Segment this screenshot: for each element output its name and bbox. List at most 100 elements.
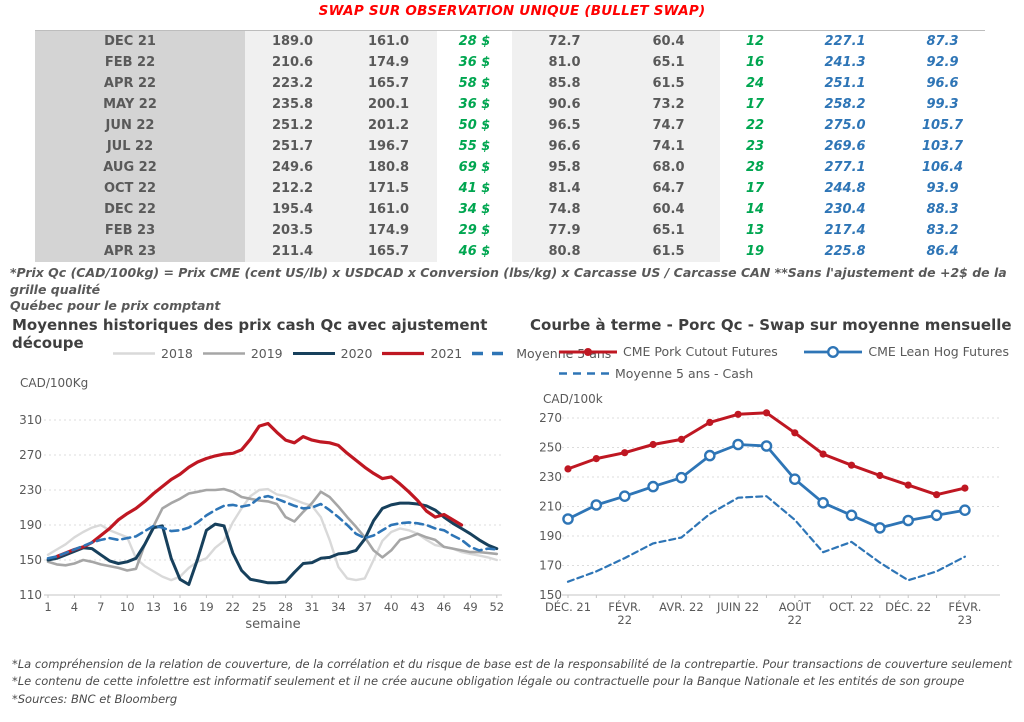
legend-item-2020: 2020 <box>292 346 373 361</box>
x-tick-label: JUIN 22 <box>716 600 759 614</box>
legend-label: CME Lean Hog Futures <box>868 344 1009 359</box>
table-value-cell: 19 <box>745 244 765 259</box>
data-point-marker <box>845 509 858 522</box>
legend-dashed-line-icon <box>472 351 511 356</box>
left-chart-title: Moyennes historiques des prix cash Qc av… <box>12 316 488 352</box>
x-axis-label: semaine <box>245 617 300 632</box>
table-value-cell: 235.8 <box>245 94 340 115</box>
table-month-cell: DEC 22 <box>35 199 245 220</box>
swap-table: DEC 21 189.0 161.0 28 $72.7 60.4 12 227.1 87.3 F… <box>35 30 985 262</box>
table-value-cell: 161.0 <box>340 199 437 220</box>
table-month-cell: AUG 22 <box>35 157 245 178</box>
legend-line-circle-icon <box>804 345 863 358</box>
table-value-cell: 74.8 <box>512 199 617 220</box>
table-value-cell: 258.2 <box>824 97 866 112</box>
data-point-marker <box>902 514 915 527</box>
table-month-cell: APR 22 <box>35 73 245 94</box>
x-tick-label: 22 <box>787 613 802 627</box>
table-value-cell: 201.2 <box>340 115 437 136</box>
x-tick-label: 43 <box>410 600 425 614</box>
table-value-cell: 180.8 <box>340 157 437 178</box>
table-value-cell: 174.9 <box>340 220 437 241</box>
table-value-cell: 203.5 <box>245 220 340 241</box>
table-value-cell: 23 <box>745 139 765 154</box>
table-value-cell: 88.3 <box>926 202 959 217</box>
legend-item-2018: 2018 <box>112 346 193 361</box>
x-tick-label: 28 <box>278 600 293 614</box>
table-value-cell: 61.5 <box>617 73 720 94</box>
y-tick-label: 230 <box>19 483 42 497</box>
data-point-marker <box>706 418 714 426</box>
series-line <box>566 495 966 583</box>
x-tick-label: AOÛT <box>779 599 812 614</box>
y-tick-label: 230 <box>539 470 562 484</box>
table-value-cell: 251.7 <box>245 136 340 157</box>
table-value-cell: 230.4 <box>824 202 866 217</box>
table-value-cell: 81.0 <box>512 52 617 73</box>
table-value-cell: 73.2 <box>617 94 720 115</box>
table-value-cell: 69 $ <box>458 160 491 175</box>
y-tick-label: 110 <box>19 588 42 602</box>
y-tick-label: 270 <box>19 448 42 462</box>
table-value-cell: 65.1 <box>617 52 720 73</box>
x-tick-label: DÉC. 21 <box>545 599 591 614</box>
right-chart-y-unit: CAD/100k <box>543 392 603 406</box>
data-point-marker <box>791 429 799 437</box>
x-tick-label: 25 <box>252 600 267 614</box>
table-value-cell: 61.5 <box>617 241 720 262</box>
data-point-marker <box>961 484 969 492</box>
right-chart-title: Courbe à terme - Porc Qc - Swap sur moye… <box>530 316 1012 334</box>
table-month-cell: MAY 22 <box>35 94 245 115</box>
x-tick-label: 7 <box>97 600 104 614</box>
table-value-cell: 174.9 <box>340 52 437 73</box>
series-line <box>46 501 499 586</box>
data-point-marker <box>760 440 773 452</box>
y-tick-label: 190 <box>19 518 42 532</box>
table-month-cell: FEB 23 <box>35 220 245 241</box>
table-value-cell: 65.1 <box>617 220 720 241</box>
legend-line-2019-icon <box>202 352 245 355</box>
table-value-cell: 14 <box>745 202 765 217</box>
data-point-marker <box>647 480 659 493</box>
data-point-marker <box>562 513 574 525</box>
table-value-cell: 217.4 <box>824 223 866 238</box>
table-value-cell: 68.0 <box>617 157 720 178</box>
right-chart-legend: CME Pork Cutout Futures CME Lean Hog Fut… <box>558 344 1018 388</box>
data-point-marker <box>564 465 572 473</box>
table-month-cell: JUN 22 <box>35 115 245 136</box>
table-value-cell: 277.1 <box>824 160 866 175</box>
legend-label: 2020 <box>340 346 373 361</box>
table-value-cell: 22 <box>745 118 765 133</box>
data-point-marker <box>621 449 629 457</box>
table-value-cell: 227.1 <box>824 34 866 49</box>
data-point-marker <box>876 471 884 480</box>
x-tick-label: 1 <box>44 600 51 614</box>
table-value-cell: 60.4 <box>617 31 720 52</box>
x-tick-label: 23 <box>958 613 973 627</box>
legend-line-2020-icon <box>292 352 335 355</box>
left-chart-legend: 2018 2019 2020 2021 Moyenne 5 ans <box>112 346 620 361</box>
table-value-cell: 225.8 <box>824 244 866 259</box>
disclaimer-footnotes: *La compréhension de la relation de couv… <box>12 656 1016 708</box>
legend-label: Moyenne 5 ans - Cash <box>615 366 754 381</box>
legend-line-2018-icon <box>113 352 155 355</box>
data-point-marker <box>904 481 912 489</box>
table-value-cell: 90.6 <box>512 94 617 115</box>
table-value-cell: 12 <box>745 34 765 49</box>
table-value-cell: 17 <box>745 97 765 112</box>
table-value-cell: 105.7 <box>921 118 964 133</box>
x-tick-label: 10 <box>120 600 135 614</box>
table-value-cell: 58 $ <box>458 76 491 91</box>
data-point-marker <box>788 473 801 485</box>
table-value-cell: 64.7 <box>617 178 720 199</box>
left-chart: 110 150 190 230 270 310 1 4 7 10 13 16 19 22 25 28 31 34 3… <box>19 413 504 632</box>
table-value-cell: 85.8 <box>512 73 617 94</box>
data-point-marker <box>677 435 685 443</box>
x-tick-label: 22 <box>225 600 240 614</box>
table-value-cell: 92.9 <box>926 55 959 70</box>
x-tick-label: 31 <box>305 600 320 614</box>
footnote-line: *Le contenu de cette infolettre est info… <box>12 674 965 689</box>
legend-label: CME Pork Cutout Futures <box>623 344 778 359</box>
data-point-marker <box>959 504 971 516</box>
